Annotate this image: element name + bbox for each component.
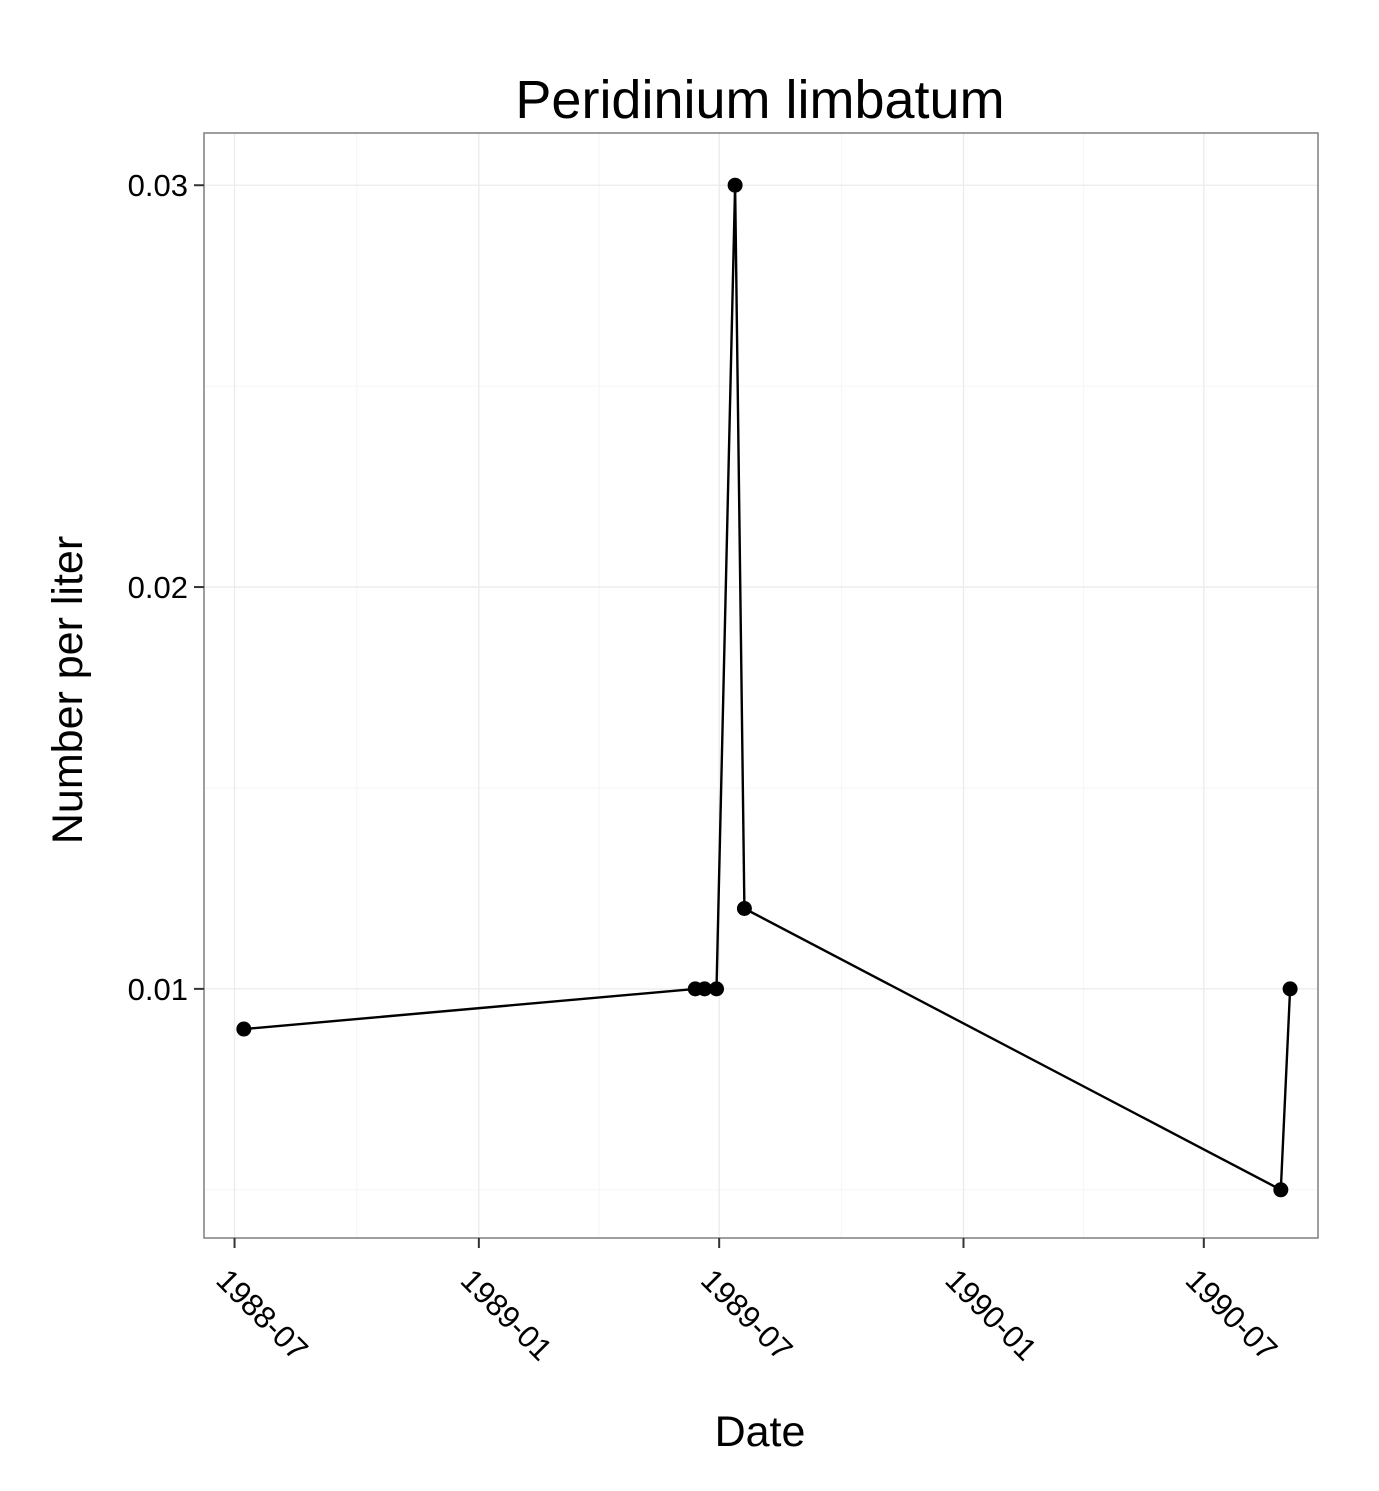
data-point: [1282, 981, 1298, 997]
data-series: [236, 177, 1298, 1198]
data-point: [236, 1021, 252, 1037]
data-point: [709, 981, 725, 997]
x-axis-title: Date: [715, 1408, 806, 1456]
x-tick-label: 1990-07: [1179, 1262, 1284, 1367]
data-point: [736, 901, 752, 917]
y-tick-label: 0.01: [128, 972, 188, 1007]
y-tick-label: 0.03: [128, 168, 188, 203]
x-tick-label: 1988-07: [210, 1262, 315, 1367]
data-point: [1273, 1182, 1289, 1198]
grid-lines: [204, 133, 1318, 1238]
chart-title: Peridinium limbatum: [515, 70, 1004, 130]
x-tick-label: 1989-01: [454, 1262, 559, 1367]
data-point: [727, 177, 743, 193]
x-tick-label: 1989-07: [694, 1262, 799, 1367]
plot-panel: [203, 132, 1319, 1239]
y-tick-label: 0.02: [128, 570, 188, 605]
x-tick-label: 1990-01: [939, 1262, 1044, 1367]
data-point: [697, 981, 713, 997]
axes: 0.01 0.02 0.03 1988-07 1989-01 1989-07 1990-01…: [128, 168, 1284, 1367]
series-line: [243, 183, 1292, 1192]
y-axis-title: Number per liter: [44, 536, 92, 844]
